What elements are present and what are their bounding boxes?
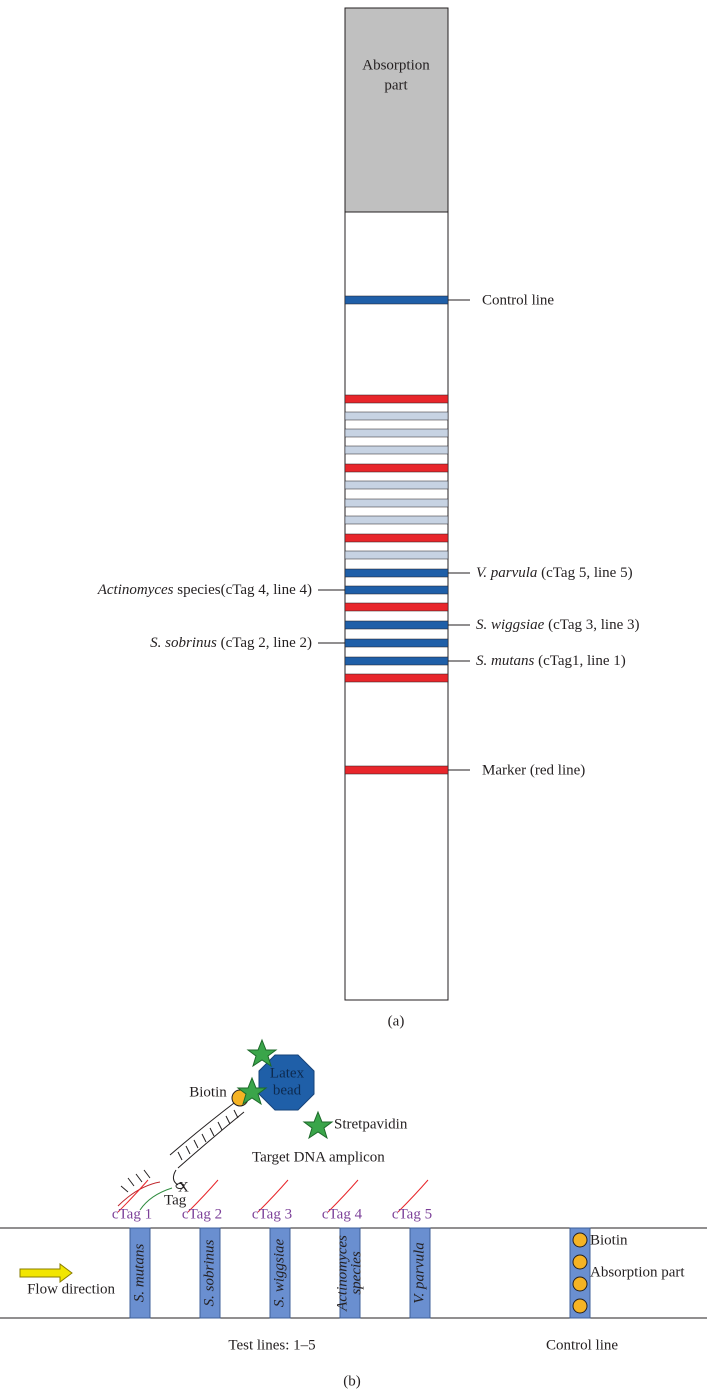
band [345,603,448,611]
line-label: S. mutans [131,1244,147,1303]
band [345,516,448,524]
figure: Absorption part Control line Marker (red… [0,0,707,1395]
ctag-label: cTag 4 [322,1206,363,1222]
species-detail: species(cTag 4, line 4) [174,582,312,598]
species-detail: (cTag1, line 1) [534,653,625,669]
amplicon-label: Target DNA amplicon [252,1149,385,1165]
flow-label: Flow direction [27,1281,115,1297]
species-detail: (cTag 5, line 5) [537,565,632,581]
species-label: S. mutans (cTag1, line 1) [476,653,626,669]
band [345,395,448,403]
line-label: species [348,1251,364,1294]
caption: (a) [388,1013,405,1029]
species-label: V. parvula (cTag 5, line 5) [476,565,633,581]
band [345,499,448,507]
band [345,621,448,629]
band [345,296,448,304]
band [345,586,448,594]
species-label: Actinomyces species(cTag 4, line 4) [97,582,312,598]
species-name: S. sobrinus [150,635,217,651]
line-label: S. sobrinus [201,1240,217,1307]
absorption-label: part [384,77,408,93]
band [345,674,448,682]
species-name: V. parvula [476,565,537,581]
band [345,429,448,437]
band [345,481,448,489]
band [345,534,448,542]
band [345,639,448,647]
species-detail: (cTag 2, line 2) [217,635,312,651]
control-label: Control line [482,292,554,308]
ctag-label: cTag 1 [112,1206,152,1222]
species-label: S. wiggsiae (cTag 3, line 3) [476,617,640,633]
ctag-label: cTag 5 [392,1206,432,1222]
marker-label: Marker (red line) [482,762,585,778]
streptavidin-label: Stretpavidin [334,1116,408,1132]
species-name: S. wiggsiae [476,617,545,633]
species-detail: (cTag 3, line 3) [544,617,639,633]
caption: (b) [343,1373,361,1389]
ctag-label: cTag 3 [252,1206,292,1222]
bead-label: bead [273,1082,302,1098]
control-absorption-label: Absorption part [590,1264,685,1280]
band [345,569,448,577]
band [345,412,448,420]
band [345,766,448,774]
absorption-label: Absorption [362,57,430,73]
page: {"panel_a": { "absorption_label": ["Abso… [0,0,707,1395]
band [345,464,448,472]
species-label: S. sobrinus (cTag 2, line 2) [150,635,312,651]
band [345,446,448,454]
absorption-pad [345,8,448,212]
control-line-label: Control line [546,1337,618,1353]
bead-label: Latex [270,1065,305,1081]
control-biotin-label: Biotin [590,1232,628,1248]
test-lines-label: Test lines: 1–5 [228,1337,315,1353]
band [345,657,448,665]
species-name: S. mutans [476,653,535,669]
biotin-label: Biotin [189,1084,227,1100]
line-label: V. parvula [411,1242,427,1303]
line-label: S. wiggsiae [271,1238,287,1307]
species-name: Actinomyces [97,582,174,598]
ctag-label: cTag 2 [182,1206,222,1222]
band [345,551,448,559]
